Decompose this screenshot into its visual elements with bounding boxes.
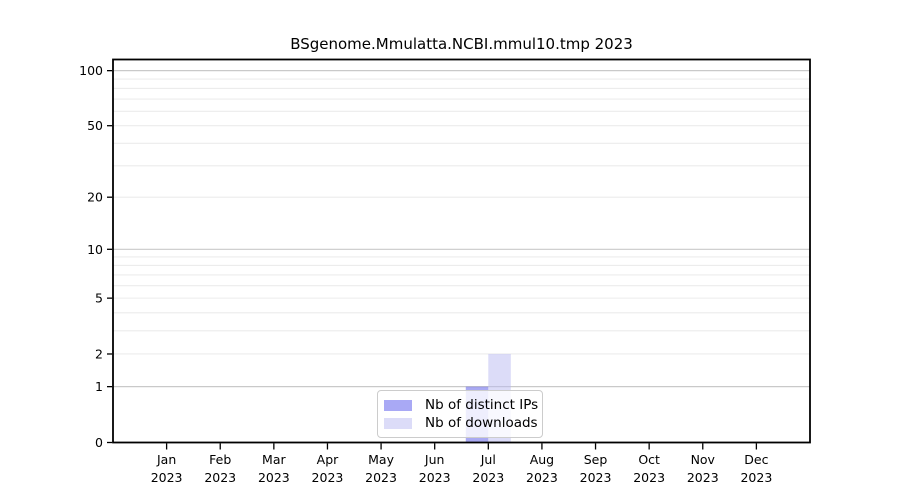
x-tick-label-year: 2023 bbox=[633, 470, 665, 485]
distinct-ips-swatch bbox=[384, 399, 412, 411]
x-tick-label-month: Mar bbox=[262, 452, 286, 467]
x-tick-label-month: Aug bbox=[530, 452, 554, 467]
y-tick-label: 2 bbox=[95, 346, 103, 361]
legend-box: Nb of distinct IPs Nb of downloads bbox=[377, 390, 543, 438]
x-tick-label-month: Jun bbox=[424, 452, 445, 467]
x-tick-label-month: Jan bbox=[156, 452, 176, 467]
axes-frame bbox=[112, 58, 811, 444]
x-tick-label-month: Dec bbox=[744, 452, 768, 467]
x-tick-label-month: Apr bbox=[317, 452, 339, 467]
chart-title: BSgenome.Mmulatta.NCBI.mmul10.tmp 2023 bbox=[290, 35, 633, 53]
legend-row-downloads: Nb of downloads bbox=[384, 414, 538, 432]
x-tick-label-month: Feb bbox=[209, 452, 231, 467]
x-tick-label-year: 2023 bbox=[472, 470, 504, 485]
x-tick-label-year: 2023 bbox=[258, 470, 290, 485]
x-tick-label-year: 2023 bbox=[419, 470, 451, 485]
x-tick-label-month: Jul bbox=[480, 452, 496, 467]
y-tick-label: 0 bbox=[95, 435, 103, 450]
x-tick-label-month: Sep bbox=[584, 452, 608, 467]
x-tick-label-month: May bbox=[368, 452, 394, 467]
x-tick-label-year: 2023 bbox=[687, 470, 719, 485]
y-tick-label: 10 bbox=[87, 242, 103, 257]
y-tick-label: 5 bbox=[95, 291, 103, 306]
downloads-swatch bbox=[384, 417, 412, 429]
y-tick-label: 50 bbox=[87, 118, 103, 133]
legend-label-downloads: Nb of downloads bbox=[425, 415, 538, 431]
x-tick-label-year: 2023 bbox=[312, 470, 344, 485]
x-tick-label-year: 2023 bbox=[151, 470, 183, 485]
y-tick-label: 20 bbox=[87, 190, 103, 205]
x-tick-label-year: 2023 bbox=[526, 470, 558, 485]
x-tick-label-month: Nov bbox=[691, 452, 716, 467]
legend-label-distinct-ips: Nb of distinct IPs bbox=[425, 397, 539, 413]
x-tick-label-year: 2023 bbox=[740, 470, 772, 485]
y-tick-label: 1 bbox=[95, 379, 103, 394]
x-tick-label-year: 2023 bbox=[580, 470, 612, 485]
x-tick-label-month: Oct bbox=[638, 452, 660, 467]
x-tick-label-year: 2023 bbox=[365, 470, 397, 485]
x-tick-label-year: 2023 bbox=[204, 470, 236, 485]
legend-row-distinct-ips: Nb of distinct IPs bbox=[384, 396, 538, 414]
y-tick-label: 100 bbox=[79, 63, 103, 78]
